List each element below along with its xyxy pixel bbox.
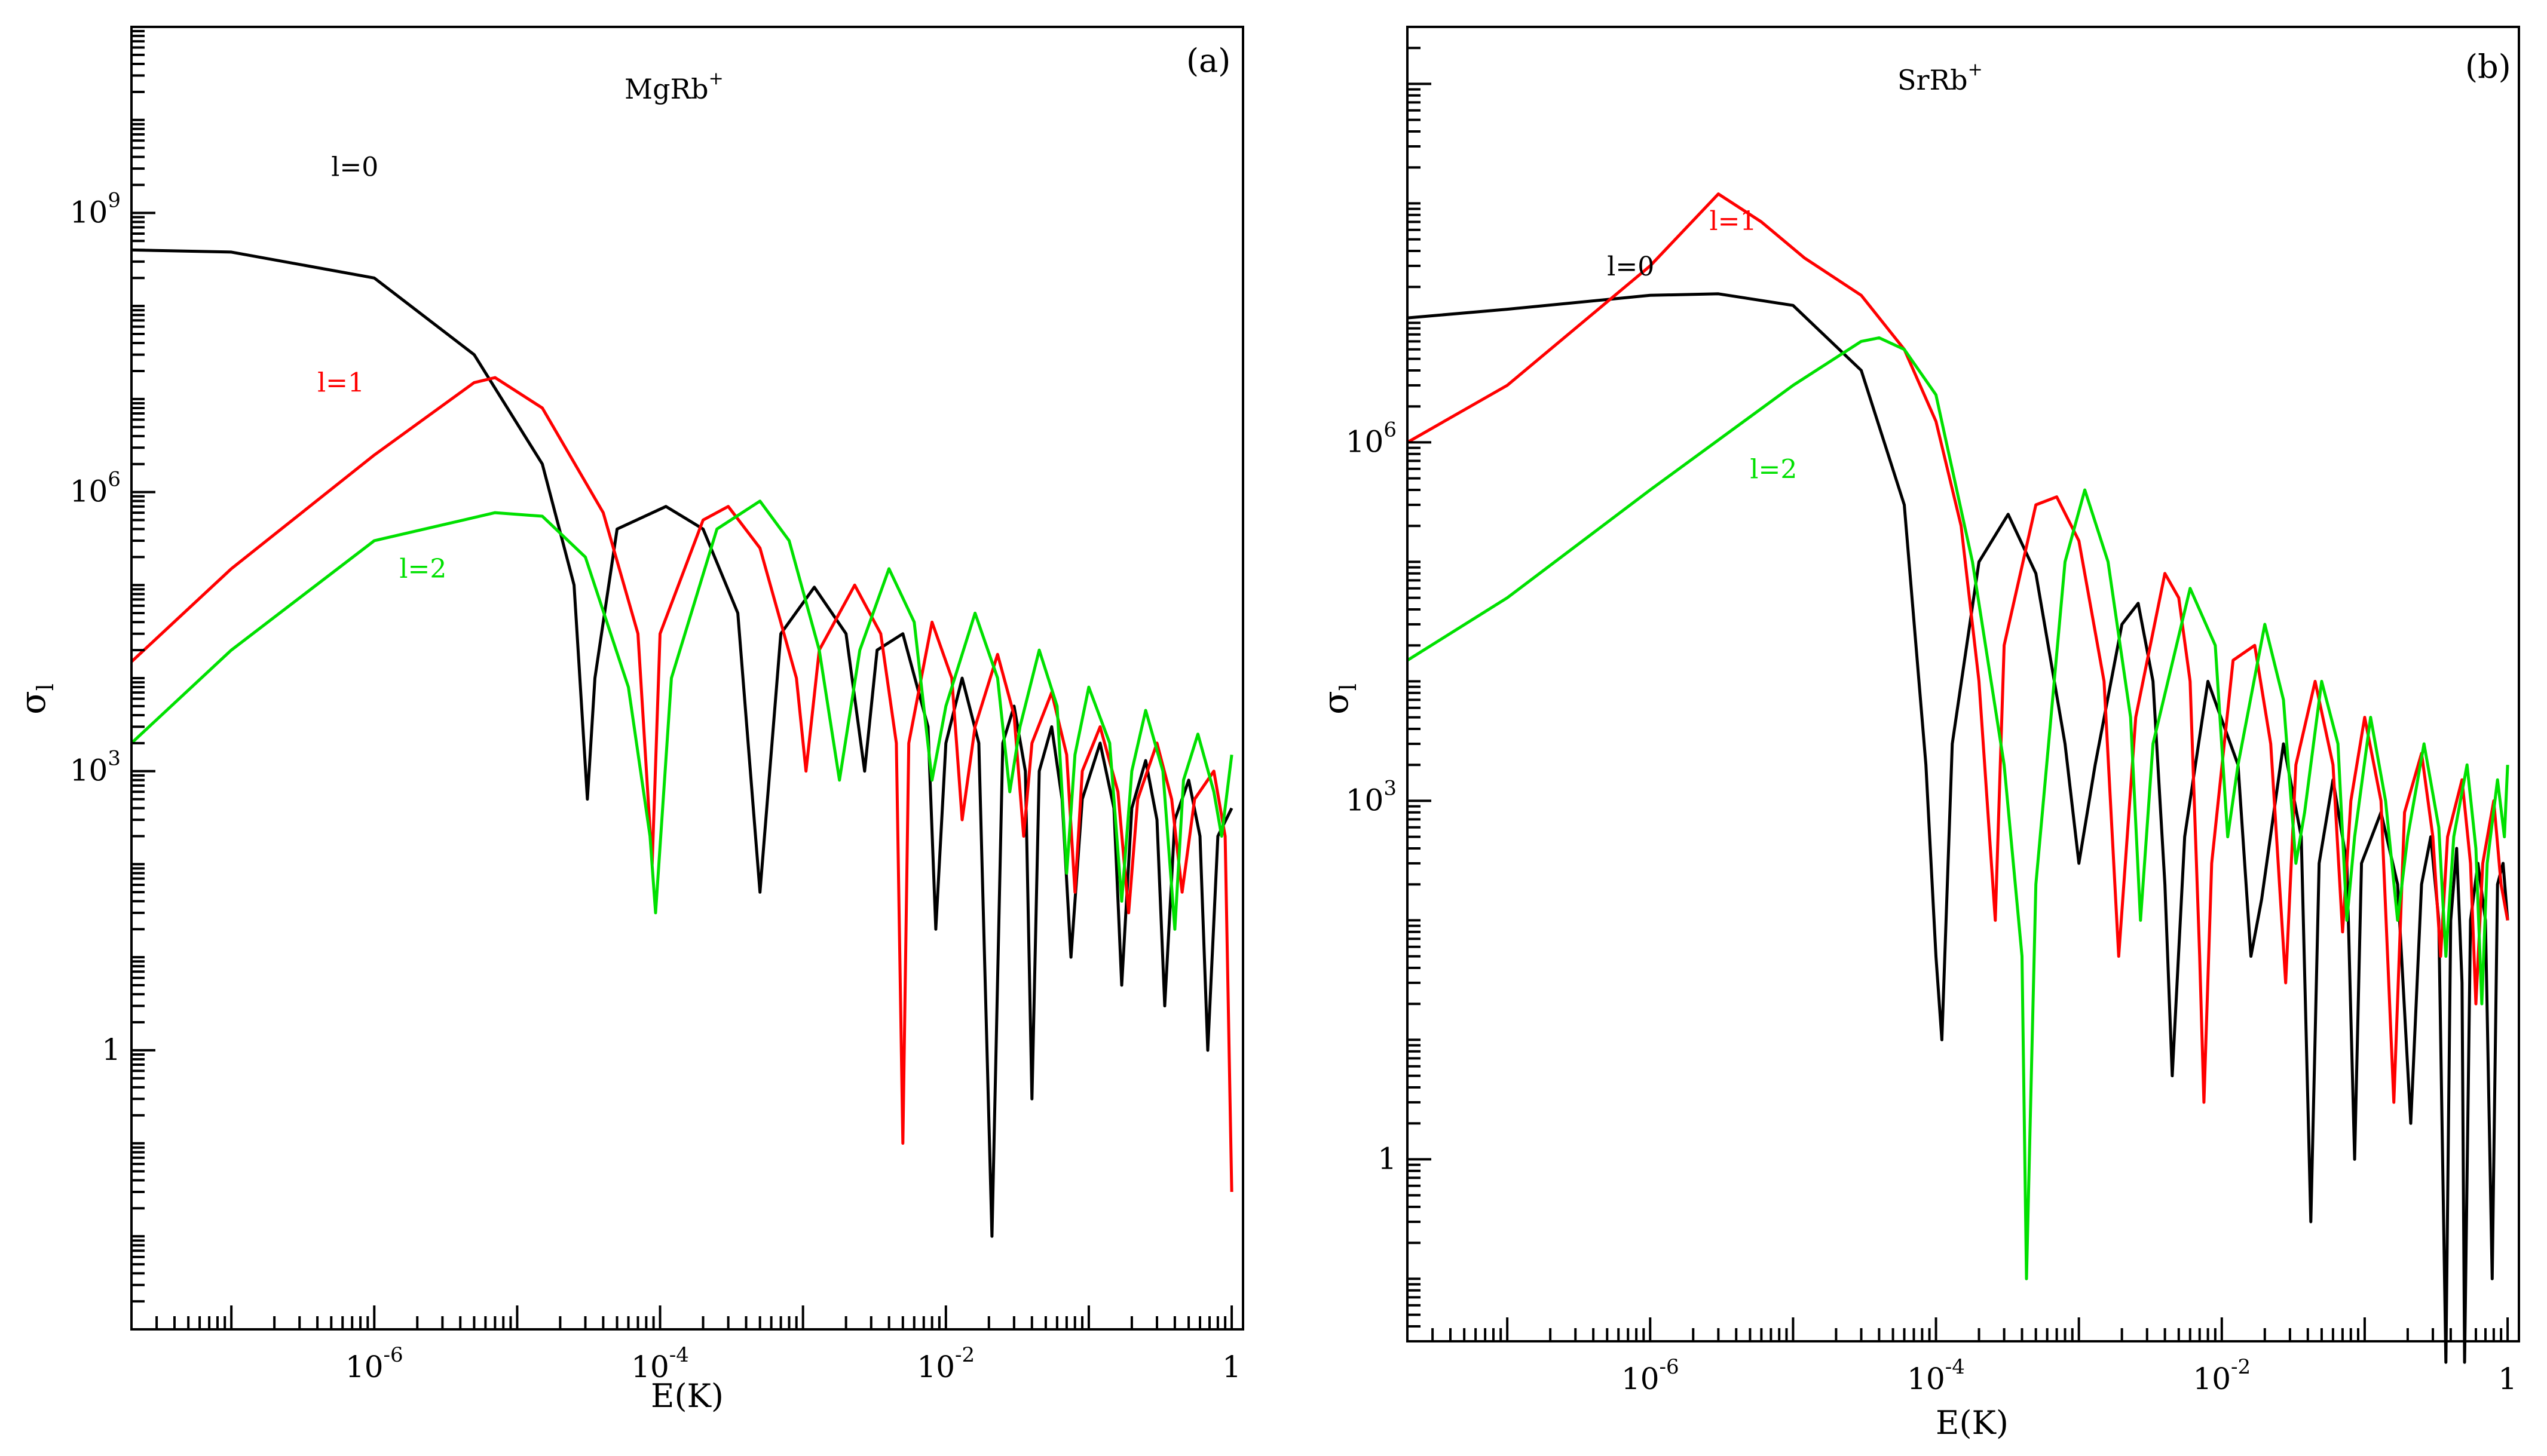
panel-a-molecule-label: MgRb+: [624, 68, 724, 105]
x-tick-label: 10-6: [1621, 1355, 1679, 1396]
panel-a-letter: (a): [1186, 42, 1230, 79]
series-line-l-2: [130, 499, 1233, 931]
y-tick-label: 106: [1346, 418, 1397, 459]
panel-b: 10-6 10-4 10-2 1 1 103 106 l=0 l=1 l=2 SrRb+ (b)…: [1315, 26, 2520, 1442]
x-tick-label: 10-4: [631, 1343, 689, 1384]
series-line-l-1: [1406, 192, 2509, 1104]
x-tick-label: 1: [2498, 1362, 2517, 1396]
panel-a-curves: [130, 248, 1233, 1238]
y-tick-label: 109: [70, 188, 121, 229]
series-line-l-0: [131, 248, 1233, 1238]
curve-label-l-2: l=2: [399, 554, 446, 584]
curve-label-l-1: l=1: [1710, 206, 1757, 237]
panel-b-y-axis-title: σl: [1315, 683, 1361, 715]
panel-a-x-axis-title: E(K): [651, 1377, 724, 1415]
panel-a-tick-labels: 10-6 10-4 10-2 1 1 103 106 109: [70, 188, 1241, 1384]
panel-b-x-axis-title: E(K): [1936, 1404, 2009, 1442]
series-line-l-1: [130, 376, 1233, 1193]
panel-b-tick-labels: 10-6 10-4 10-2 1 1 103 106: [1346, 418, 2517, 1396]
panel-b-letter: (b): [2465, 48, 2511, 85]
panel-b-frame: [1406, 26, 2520, 1342]
x-tick-label: 1: [1222, 1350, 1241, 1384]
x-tick-label: 10-6: [345, 1343, 403, 1384]
panel-a-frame: [130, 26, 1244, 1331]
curve-label-l-2: l=2: [1750, 455, 1797, 485]
y-tick-label: 1: [102, 1032, 121, 1067]
series-line-l-2: [1406, 336, 2509, 1280]
panel-b-ticks: [1406, 26, 2509, 1342]
y-tick-label: 103: [70, 747, 121, 788]
panel-a-curve-labels: l=0 l=1 l=2: [317, 152, 446, 584]
x-tick-label: 10-4: [1907, 1355, 1965, 1396]
panel-b-curves: [1406, 192, 2509, 1364]
curve-label-l-1: l=1: [317, 368, 365, 399]
x-tick-label: 10-2: [917, 1343, 975, 1384]
panel-a-ticks: [130, 26, 1233, 1331]
panel-a-y-axis-title: σl: [13, 683, 59, 715]
panel-b-molecule-label: SrRb+: [1897, 59, 1983, 96]
y-tick-label: 103: [1346, 776, 1397, 817]
panel-b-curve-labels: l=0 l=1 l=2: [1607, 206, 1797, 485]
x-tick-label: 10-2: [2193, 1355, 2251, 1396]
y-tick-label: 1: [1377, 1141, 1397, 1176]
series-line-l-0: [1407, 292, 2509, 1364]
y-tick-label: 106: [70, 468, 121, 509]
curve-label-l-0: l=0: [1607, 252, 1654, 282]
curve-label-l-0: l=0: [331, 152, 378, 182]
